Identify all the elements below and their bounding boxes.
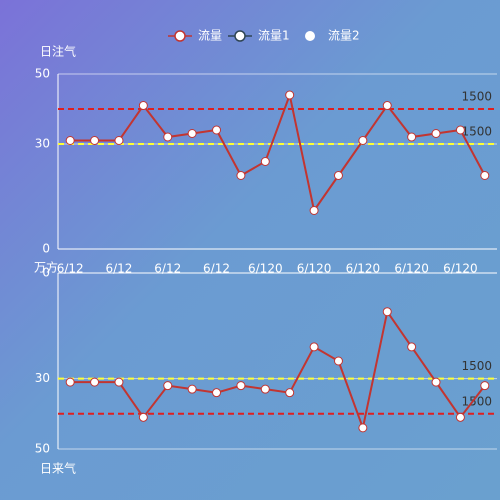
x-tick-label: 6/120 (394, 262, 429, 276)
data-point (236, 381, 246, 391)
data-point (260, 157, 270, 166)
data-point (431, 377, 441, 387)
data-point (65, 136, 75, 145)
data-point (407, 342, 417, 352)
x-tick-label: 6/120 (248, 262, 283, 276)
y-tick-label: 30 (35, 371, 50, 385)
data-point (333, 356, 343, 366)
y-tick-label: 30 (35, 137, 50, 151)
data-point (480, 171, 490, 180)
x-axis-title: 万方 (34, 260, 58, 275)
data-point (358, 136, 368, 145)
y-tick-label: 0 (42, 266, 50, 280)
legend-label: 流量 (198, 29, 222, 43)
y-axis-title: 日来气 (40, 461, 76, 476)
y-tick-label: 0 (42, 242, 50, 256)
y-tick-label: 50 (35, 67, 50, 81)
data-point (212, 125, 222, 135)
data-point (187, 129, 197, 138)
legend-icon (174, 30, 186, 42)
x-tick-label: 6/12 (203, 262, 230, 276)
reference-label: 1500 (461, 125, 492, 139)
data-point (163, 381, 173, 391)
data-point (382, 101, 392, 110)
legend-icon (234, 30, 246, 42)
data-point (138, 412, 148, 422)
y-axis-title: 日注气 (40, 44, 76, 59)
data-point (309, 342, 319, 352)
data-point (333, 171, 343, 180)
reference-label: 1500 (461, 359, 492, 373)
series-line (70, 309, 486, 432)
data-point (138, 101, 148, 110)
data-point (90, 136, 100, 145)
x-tick-label: 6/120 (297, 262, 332, 276)
data-point (480, 381, 490, 391)
data-point (90, 377, 100, 387)
data-point (407, 132, 417, 142)
data-point (431, 129, 441, 138)
x-tick-label: 6/12 (154, 262, 181, 276)
x-tick-label: 6/120 (443, 262, 478, 276)
reference-label: 1500 (461, 90, 492, 104)
data-point (65, 377, 75, 387)
x-tick-label: 6/12 (57, 262, 84, 276)
data-point (285, 90, 295, 100)
data-point (212, 388, 222, 398)
data-point (163, 132, 173, 142)
legend-icon (305, 31, 315, 41)
data-point (236, 171, 246, 180)
data-point (358, 423, 368, 433)
data-point (114, 377, 124, 387)
data-point (260, 384, 270, 394)
x-tick-label: 6/120 (346, 262, 381, 276)
data-point (455, 125, 465, 135)
series-line (70, 91, 486, 213)
data-point (114, 136, 124, 145)
legend-label: 流量1 (258, 29, 290, 43)
data-point (382, 307, 392, 317)
y-tick-label: 50 (35, 442, 50, 456)
legend-label: 流量2 (328, 29, 360, 43)
data-point (285, 388, 295, 398)
data-point (309, 206, 319, 215)
data-point (187, 384, 197, 394)
data-point (455, 412, 465, 422)
x-tick-label: 6/12 (105, 262, 132, 276)
